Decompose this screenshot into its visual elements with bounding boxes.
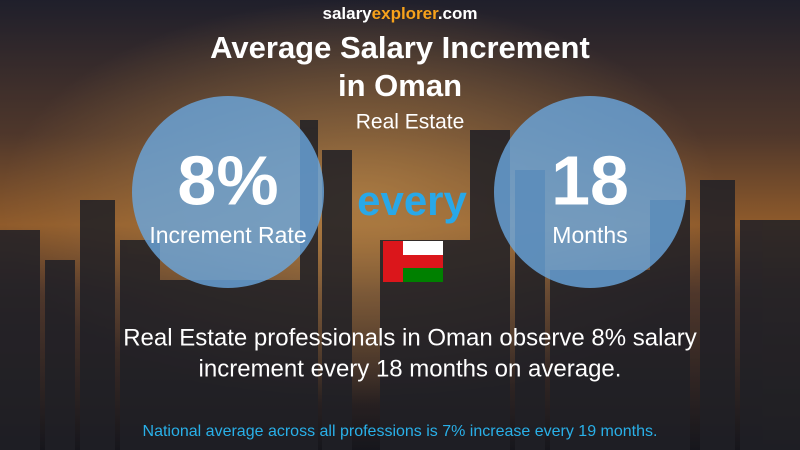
- title-line: in Oman: [338, 68, 462, 103]
- rate-label: Increment Rate: [149, 222, 306, 248]
- every: every: [357, 177, 467, 224]
- subtitle: Real Estate: [356, 111, 465, 134]
- body-line: increment every 18 months on average.: [199, 355, 622, 382]
- title-line: Average Salary Increment: [210, 30, 590, 65]
- brand-part: .com: [438, 4, 478, 23]
- flag: [383, 241, 443, 282]
- rate-value: 8%: [177, 141, 278, 219]
- brand: salaryexplorer.com: [322, 4, 477, 23]
- right-circle: [494, 96, 686, 288]
- body-line: Real Estate professionals in Oman observ…: [123, 324, 697, 351]
- brand-part: salary: [322, 4, 372, 23]
- footer: National average across all professions …: [143, 423, 658, 440]
- months-label: Months: [552, 222, 627, 248]
- months-value: 18: [551, 141, 629, 219]
- left-circle: [132, 96, 324, 288]
- brand-part: explorer: [372, 4, 439, 23]
